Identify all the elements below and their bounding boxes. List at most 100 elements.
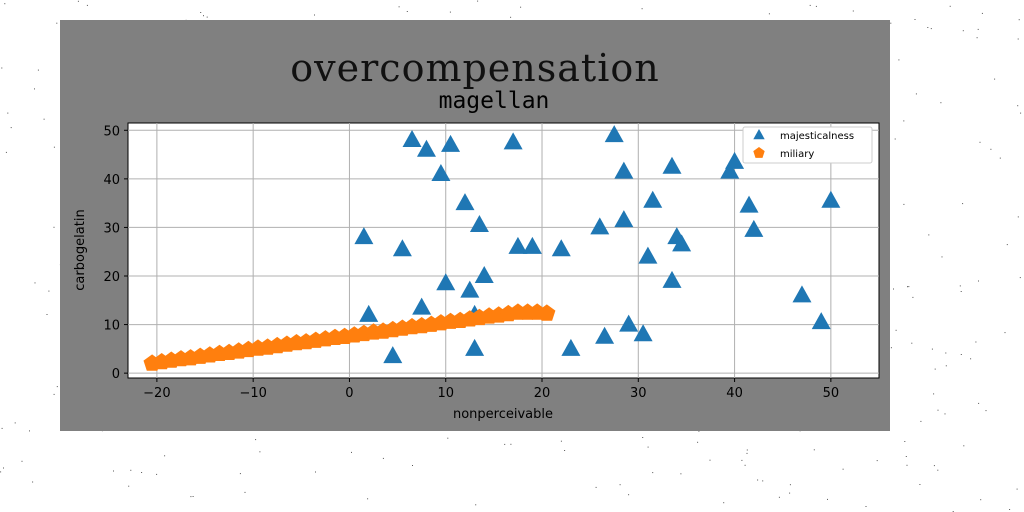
triangle-marker <box>402 130 422 147</box>
x-tick-label: 50 <box>823 386 840 401</box>
noise-dot <box>762 480 764 482</box>
triangle-marker <box>590 217 610 235</box>
triangle-marker <box>354 227 374 245</box>
noise-dot <box>937 469 939 471</box>
noise-dot <box>937 409 939 411</box>
noise-dot <box>928 234 930 236</box>
noise-dot <box>130 469 132 471</box>
triangle-marker <box>508 236 528 254</box>
noise-dot <box>1017 38 1019 40</box>
noise-dot <box>944 413 946 415</box>
noise-dot <box>1 67 3 69</box>
legend-marker-majesticalness <box>753 129 765 140</box>
noise-dot <box>852 10 854 12</box>
legend-marker-miliary <box>753 147 765 158</box>
noise-dot <box>477 0 479 2</box>
triangle-marker <box>412 297 432 315</box>
triangle-marker <box>359 304 379 322</box>
noise-dot <box>29 430 30 432</box>
noise-dot <box>449 11 451 13</box>
noise-dot <box>940 102 942 104</box>
noise-dot <box>975 341 977 343</box>
triangle-marker <box>619 314 639 332</box>
triangle-marker <box>416 139 436 157</box>
noise-dot <box>255 439 257 441</box>
triangle-marker <box>551 239 571 257</box>
noise-dot <box>746 452 748 454</box>
noise-dot <box>680 473 682 475</box>
noise-dot <box>904 441 906 442</box>
noise-dot <box>931 348 933 350</box>
noise-dot <box>3 467 4 469</box>
noise-dot <box>980 499 982 501</box>
noise-dot <box>999 157 1001 159</box>
noise-dot <box>778 496 780 498</box>
noise-dot <box>927 27 929 28</box>
triangle-marker <box>744 219 764 237</box>
noise-dot <box>815 5 817 7</box>
triangle-marker <box>474 266 494 283</box>
noise-dot <box>34 282 36 284</box>
noise-dot <box>4 3 6 5</box>
noise-dot <box>447 437 449 439</box>
triangle-marker <box>739 195 759 213</box>
noise-dot <box>903 203 905 205</box>
noise-dot <box>945 352 947 354</box>
noise-dot <box>1009 509 1011 510</box>
noise-dot <box>1017 216 1019 218</box>
noise-dot <box>0 471 2 473</box>
noise-dot <box>890 347 892 349</box>
noise-dot <box>560 440 562 442</box>
noise-dot <box>7 112 9 114</box>
noise-dot <box>641 8 643 10</box>
noise-dot <box>905 456 907 457</box>
noise-dot <box>741 459 743 461</box>
triangle-marker <box>436 273 456 291</box>
noise-dot <box>1020 112 1022 114</box>
triangle-marker <box>821 190 841 208</box>
noise-dot <box>1004 332 1006 334</box>
y-tick-label: 50 <box>103 124 120 139</box>
triangle-marker <box>469 215 489 232</box>
noise-dot <box>37 69 39 71</box>
noise-dot <box>809 4 811 6</box>
chart-title: magellan <box>439 88 550 114</box>
noise-dot <box>723 502 725 504</box>
y-tick-label: 10 <box>103 319 120 334</box>
noise-dot <box>56 22 58 24</box>
noise-dot <box>906 464 908 466</box>
noise-dot <box>398 6 400 8</box>
noise-dot <box>53 146 55 148</box>
noise-dot <box>963 445 965 447</box>
noise-dot <box>53 393 55 395</box>
noise-dot <box>981 12 983 14</box>
triangle-marker <box>561 338 581 356</box>
noise-dot <box>56 386 58 388</box>
noise-dot <box>930 28 932 30</box>
x-tick-label: 30 <box>630 386 647 401</box>
noise-dot <box>933 465 935 467</box>
series-layer <box>143 125 850 371</box>
noise-dot <box>744 464 746 466</box>
noise-dot <box>768 13 770 15</box>
noise-dot <box>949 5 951 7</box>
noise-dot <box>382 457 384 459</box>
noise-dot <box>128 485 130 487</box>
y-tick-label: 0 <box>112 367 120 382</box>
noise-dot <box>652 472 654 474</box>
noise-dot <box>113 470 114 472</box>
noise-dot <box>206 16 208 18</box>
noise-dot <box>698 430 700 432</box>
triangle-marker <box>811 312 831 330</box>
noise-dot <box>244 491 246 493</box>
noise-dot <box>203 15 204 17</box>
noise-dot <box>907 286 908 288</box>
noise-dot <box>920 420 922 422</box>
noise-dot <box>239 473 241 475</box>
triangle-marker <box>643 190 663 208</box>
y-tick-label: 40 <box>103 173 120 188</box>
noise-dot <box>48 290 50 292</box>
noise-dot <box>406 11 408 12</box>
noise-dot <box>141 472 143 473</box>
